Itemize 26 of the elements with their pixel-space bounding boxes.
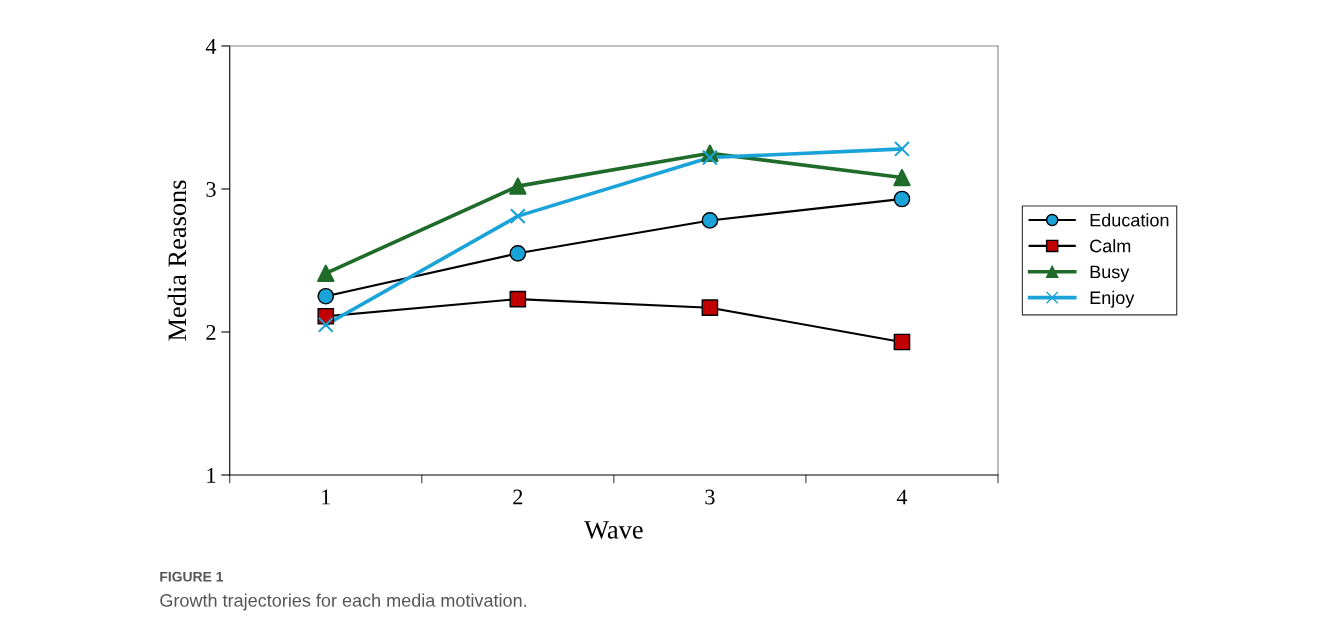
point [509,177,527,195]
point [893,140,910,157]
x-tick-label: 3 [705,489,715,505]
legend-label: Enjoy [1090,290,1135,308]
point [317,316,334,333]
legend-label: Busy [1090,265,1130,282]
legend-label: Education [1090,213,1169,227]
legend-label: Calm [1090,239,1131,253]
point [317,264,335,283]
text: Growth trajectories for each media motivation. [160,593,526,611]
x-axis-title: Wave [584,521,643,539]
caption: FIGURE 1 [160,571,224,582]
point [701,149,718,166]
point [893,168,911,187]
y-tick-label: 3 [206,181,216,197]
point [509,208,526,225]
y-tick-label: 4 [205,39,217,54]
y-tick-label: 2 [206,324,216,340]
x-tick-label: 1 [322,489,330,505]
y-axis-title: Media Reasons [167,180,187,341]
x-tick-label: 4 [896,489,908,505]
point [893,333,911,351]
point [509,290,527,308]
y-tick-label: 1 [207,468,216,483]
point [701,299,719,317]
x-tick-label: 2 [513,489,523,505]
